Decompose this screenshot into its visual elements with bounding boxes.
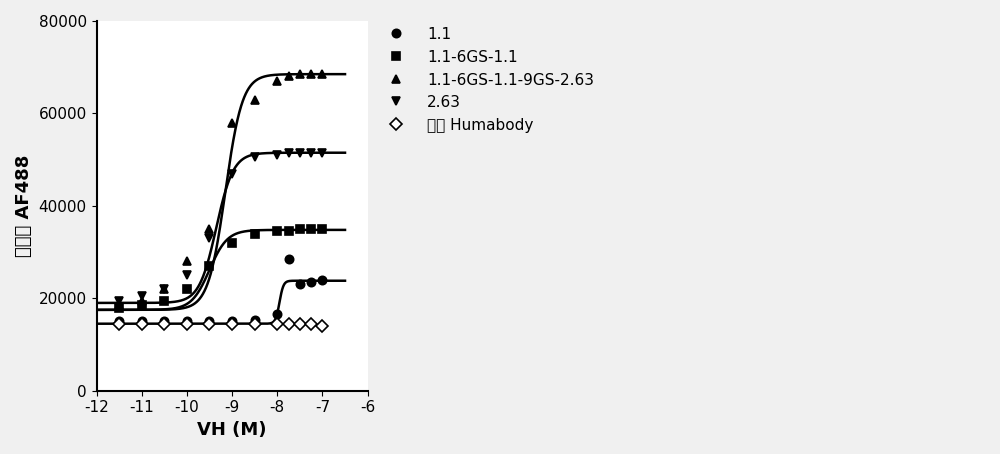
Line: 1.1: 1.1 [115,255,327,326]
1.1-6GS-1.1 [316,226,328,232]
阴性 Humabody [226,321,238,326]
1.1-6GS-1.1-9GS-2.63 [294,71,306,77]
2.63 [226,171,238,176]
1.1-6GS-1.1-9GS-2.63 [271,79,283,84]
1.1 [136,319,148,324]
Line: 阴性 Humabody: 阴性 Humabody [115,320,327,330]
阴性 Humabody [203,321,215,326]
1.1-6GS-1.1 [136,302,148,308]
阴性 Humabody [181,321,193,326]
1.1 [113,319,125,324]
1.1-6GS-1.1 [283,228,295,234]
阴性 Humabody [283,321,295,326]
1.1 [305,279,317,285]
1.1-6GS-1.1 [158,298,170,303]
1.1-6GS-1.1-9GS-2.63 [181,259,193,264]
1.1-6GS-1.1 [113,305,125,310]
1.1-6GS-1.1 [249,231,261,237]
1.1-6GS-1.1 [226,240,238,246]
阴性 Humabody [249,321,261,326]
1.1-6GS-1.1 [294,226,306,232]
2.63 [158,286,170,292]
阴性 Humabody [113,321,125,326]
2.63 [113,298,125,303]
Line: 2.63: 2.63 [115,148,327,305]
1.1 [226,319,238,324]
1.1 [181,319,193,324]
Line: 1.1-6GS-1.1-9GS-2.63: 1.1-6GS-1.1-9GS-2.63 [115,70,327,309]
1.1 [294,281,306,287]
1.1-6GS-1.1-9GS-2.63 [283,74,295,79]
Y-axis label: 中位数 AF488: 中位数 AF488 [15,155,33,257]
1.1-6GS-1.1 [181,286,193,292]
1.1-6GS-1.1 [305,226,317,232]
1.1-6GS-1.1-9GS-2.63 [305,71,317,77]
2.63 [203,236,215,241]
阴性 Humabody [316,323,328,329]
2.63 [136,293,148,299]
阴性 Humabody [158,321,170,326]
阴性 Humabody [305,321,317,326]
Legend: 1.1, 1.1-6GS-1.1, 1.1-6GS-1.1-9GS-2.63, 2.63, 阴性 Humabody: 1.1, 1.1-6GS-1.1, 1.1-6GS-1.1-9GS-2.63, … [370,21,600,139]
阴性 Humabody [271,321,283,326]
2.63 [305,150,317,155]
1.1-6GS-1.1-9GS-2.63 [226,120,238,125]
1.1-6GS-1.1-9GS-2.63 [316,71,328,77]
1.1-6GS-1.1-9GS-2.63 [203,226,215,232]
2.63 [294,150,306,155]
1.1 [271,312,283,317]
2.63 [316,150,328,155]
Line: 1.1-6GS-1.1: 1.1-6GS-1.1 [115,225,327,312]
1.1 [249,318,261,323]
阴性 Humabody [136,321,148,326]
2.63 [181,272,193,278]
1.1 [283,257,295,262]
阴性 Humabody [294,321,306,326]
1.1 [316,277,328,282]
1.1-6GS-1.1 [203,263,215,269]
X-axis label: VH (M): VH (M) [197,421,267,439]
2.63 [249,155,261,160]
1.1-6GS-1.1-9GS-2.63 [113,302,125,308]
1.1-6GS-1.1-9GS-2.63 [158,286,170,292]
1.1-6GS-1.1-9GS-2.63 [136,298,148,303]
1.1 [203,319,215,324]
1.1 [158,319,170,324]
2.63 [283,150,295,155]
1.1-6GS-1.1-9GS-2.63 [249,97,261,102]
1.1-6GS-1.1 [271,228,283,234]
2.63 [271,152,283,158]
